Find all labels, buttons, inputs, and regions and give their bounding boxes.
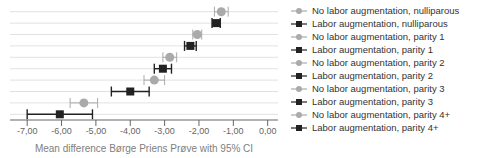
- html-text:Labor augmentation, parity 2: Labor augmentation, parity 2: [312, 70, 433, 81]
- html-text:Labor augmentation, parity 4+: Labor augmentation, parity 4+: [312, 122, 439, 133]
- html-text:No labor augmentation, nullipa: No labor augmentation, nulliparous: [312, 5, 460, 16]
- svg-text:Mean difference Børge Priens P: Mean difference Børge Priens Prøve with …: [35, 143, 253, 154]
- svg-text:-4,00: -4,00: [120, 126, 141, 136]
- svg-text:-3,00: -3,00: [154, 126, 175, 136]
- html-text:No labor augmentation, parity: No labor augmentation, parity 4+: [312, 109, 451, 120]
- svg-text:-5,00: -5,00: [86, 126, 107, 136]
- html-text:No labor augmentation, parity: No labor augmentation, parity 2: [312, 57, 445, 68]
- svg-text:-1,00: -1,00: [223, 126, 244, 136]
- svg-text:-7,00: -7,00: [17, 126, 38, 136]
- html-text:Labor augmentation, parity 3: Labor augmentation, parity 3: [312, 96, 433, 107]
- svg-text:-6,00: -6,00: [51, 126, 72, 136]
- svg-text:0,00: 0,00: [259, 126, 277, 136]
- svg-text:-2,00: -2,00: [189, 126, 210, 136]
- html-text:Labor augmentation, parity 1: Labor augmentation, parity 1: [312, 44, 433, 55]
- html-text:Labor augmentation, nulliparou: Labor augmentation, nulliparous: [312, 18, 448, 29]
- html-text:No labor augmentation, parity: No labor augmentation, parity 3: [312, 83, 445, 94]
- html-text:No labor augmentation, parity: No labor augmentation, parity 1: [312, 31, 445, 42]
